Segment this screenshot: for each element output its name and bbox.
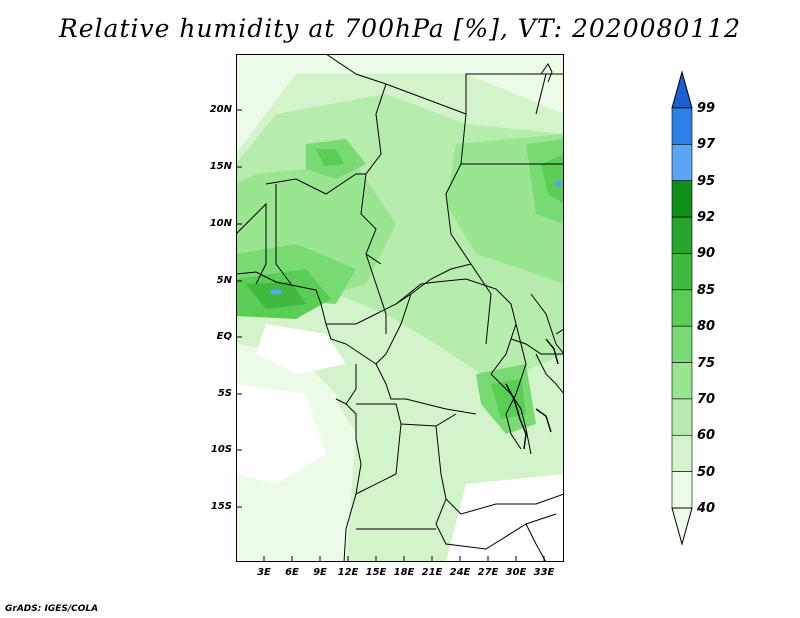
lon-label-3e: 3E bbox=[257, 567, 271, 578]
colorbar-swatch bbox=[671, 216, 693, 254]
colorbar-swatch bbox=[671, 434, 693, 472]
colorbar-label-97: 97 bbox=[697, 137, 716, 152]
colorbar-label-85: 85 bbox=[697, 283, 716, 298]
colorbar-swatch bbox=[671, 362, 693, 400]
lat-label-5n: 5N bbox=[216, 275, 232, 286]
colorbar-label-75: 75 bbox=[697, 356, 716, 371]
map-title: Relative humidity at 700hPa [%], VT: 202… bbox=[58, 14, 742, 43]
colorbar-label-50: 50 bbox=[697, 465, 716, 480]
lat-label-15s: 15S bbox=[210, 501, 232, 512]
lon-label-24e: 24E bbox=[449, 567, 471, 578]
colorbar-swatch bbox=[671, 398, 693, 436]
lon-label-12e: 12E bbox=[337, 567, 359, 578]
colorbar-swatch bbox=[671, 325, 693, 363]
colorbar-swatch bbox=[671, 289, 693, 327]
colorbar-swatch bbox=[671, 180, 693, 218]
lon-label-33e: 33E bbox=[533, 567, 555, 578]
grads-credit: GrADS: IGES/COLA bbox=[5, 604, 99, 614]
colorbar-swatch bbox=[671, 144, 693, 182]
colorbar-label-70: 70 bbox=[697, 392, 716, 407]
colorbar-swatch bbox=[671, 253, 693, 291]
lon-label-9e: 9E bbox=[313, 567, 327, 578]
lat-label-15n: 15N bbox=[209, 161, 232, 172]
humidity-map bbox=[236, 54, 564, 562]
humidity-field bbox=[236, 54, 564, 562]
lat-label-20n: 20N bbox=[209, 104, 232, 115]
colorbar-label-80: 80 bbox=[697, 319, 716, 334]
colorbar bbox=[671, 70, 693, 546]
colorbar-label-40: 40 bbox=[697, 501, 716, 516]
colorbar-label-90: 90 bbox=[697, 246, 716, 261]
colorbar-label-92: 92 bbox=[697, 210, 716, 225]
country-borders bbox=[236, 54, 564, 562]
axis-ticks bbox=[236, 109, 545, 562]
lon-label-27e: 27E bbox=[477, 567, 499, 578]
lon-label-15e: 15E bbox=[365, 567, 387, 578]
colorbar-label-60: 60 bbox=[697, 428, 716, 443]
lat-label-eq: EQ bbox=[216, 331, 232, 342]
colorbar-swatch bbox=[671, 107, 693, 145]
lon-label-21e: 21E bbox=[421, 567, 443, 578]
colorbar-label-95: 95 bbox=[697, 174, 716, 189]
lon-label-6e: 6E bbox=[285, 567, 299, 578]
colorbar-bottom-triangle bbox=[671, 507, 693, 546]
lon-label-30e: 30E bbox=[505, 567, 527, 578]
lat-label-5s: 5S bbox=[217, 388, 232, 399]
colorbar-top-triangle bbox=[671, 70, 693, 109]
colorbar-label-99: 99 bbox=[697, 101, 716, 116]
lat-label-10n: 10N bbox=[209, 218, 232, 229]
colorbar-swatch bbox=[671, 471, 693, 509]
lon-label-18e: 18E bbox=[393, 567, 415, 578]
lat-label-10s: 10S bbox=[210, 444, 232, 455]
